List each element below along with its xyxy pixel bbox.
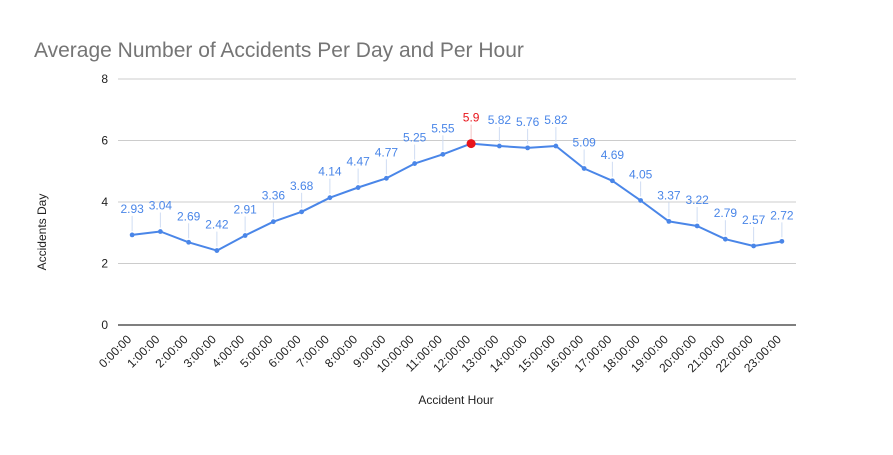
data-point: [609, 178, 615, 184]
data-label: 4.47: [346, 155, 370, 169]
data-label: 4.14: [318, 165, 342, 179]
data-point: [383, 175, 389, 181]
data-point: [581, 166, 587, 171]
y-tick-label: 8: [101, 72, 108, 86]
data-point: [751, 243, 757, 249]
data-point: [779, 238, 785, 244]
data-point: [270, 219, 276, 225]
data-label: 2.79: [714, 206, 738, 220]
x-axis-ticks: 0:00:001:00:002:00:003:00:004:00:005:00:…: [96, 332, 784, 375]
data-label: 2.42: [205, 218, 229, 232]
y-tick-label: 2: [101, 257, 108, 271]
data-labels: 2.93 3.04 2.69 2.42 2.91 3.36 3.68 4.14 4.47 4.77…: [120, 111, 793, 232]
data-point: [299, 209, 305, 215]
data-label: 2.57: [742, 213, 766, 227]
data-label: 5.82: [488, 113, 512, 127]
data-label: 4.05: [629, 167, 653, 181]
y-tick-label: 0: [101, 318, 108, 332]
data-point: [242, 233, 248, 238]
data-label: 3.36: [262, 189, 286, 203]
y-tick-label: 6: [101, 134, 108, 148]
data-label: 2.69: [177, 209, 201, 223]
chart-title: Average Number of Accidents Per Day and …: [34, 39, 524, 62]
data-point: [355, 185, 361, 190]
gridlines: [118, 78, 796, 326]
y-tick-label: 4: [101, 195, 108, 209]
data-point: [157, 229, 163, 234]
series-line-group: [129, 124, 785, 253]
data-label: 5.76: [516, 115, 540, 129]
data-label: 5.25: [403, 131, 427, 145]
data-point: [694, 223, 700, 229]
y-axis-label: Accidents Day: [35, 194, 49, 271]
series-line: [131, 142, 783, 252]
data-label: 5.9: [463, 111, 480, 125]
data-label: 2.91: [233, 203, 257, 217]
data-point: [525, 145, 531, 151]
data-point: [327, 195, 333, 201]
y-axis-ticks: 0 2 4 6 8: [101, 72, 108, 332]
x-axis-label: Accident Hour: [418, 393, 493, 407]
data-label: 5.09: [572, 135, 596, 149]
data-label: 3.37: [657, 188, 681, 202]
data-label: 2.72: [770, 208, 794, 222]
data-point: [129, 232, 135, 238]
data-point: [214, 248, 220, 253]
data-label: 3.68: [290, 179, 314, 193]
data-point: [638, 198, 644, 203]
data-label: 3.04: [149, 199, 173, 213]
highlight-point: [466, 139, 476, 149]
data-label: 2.93: [120, 202, 144, 216]
data-point: [440, 151, 446, 157]
data-label: 4.69: [601, 148, 625, 162]
data-label: 5.82: [544, 113, 568, 127]
data-point: [496, 143, 502, 149]
data-point: [412, 161, 418, 166]
data-point: [666, 218, 672, 224]
data-label: 3.22: [685, 193, 709, 207]
data-label: 5.55: [431, 121, 455, 135]
data-point: [722, 236, 728, 242]
data-point: [553, 143, 559, 149]
data-point: [186, 239, 192, 245]
data-label: 4.77: [375, 145, 399, 159]
